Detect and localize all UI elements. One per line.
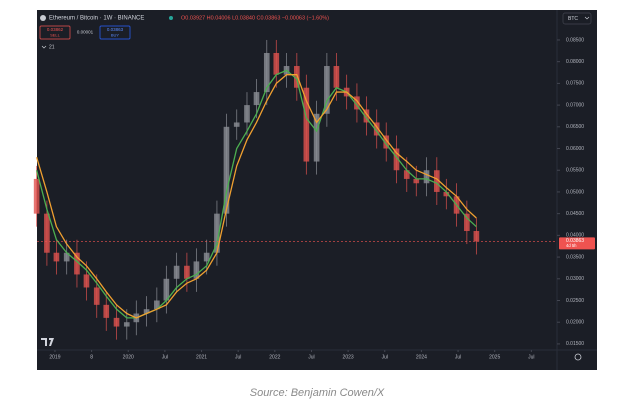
price-tag-label: 0.03863 — [566, 238, 584, 244]
buy-button[interactable] — [99, 25, 131, 40]
plot-area — [33, 39, 557, 340]
candle-body — [303, 87, 310, 162]
symbol-title: Ethereum / Bitcoin · 1W · BINANCE — [49, 16, 144, 22]
y-tick-label: 0.03500 — [566, 254, 584, 260]
candle-body — [363, 109, 370, 123]
candle-body — [173, 265, 180, 279]
logo — [41, 338, 54, 346]
x-tick-label: Jul — [235, 354, 241, 360]
caption: Source: Benjamin Cowen/X — [250, 387, 385, 399]
y-tick-label: 0.06000 — [566, 146, 584, 152]
candle-body — [74, 252, 80, 275]
x-tick-label: Jul — [528, 354, 534, 360]
countdown: 4d 5h — [566, 243, 577, 248]
x-tick-label: 2019 — [49, 354, 60, 360]
candle-body — [53, 252, 60, 262]
y-tick-label: 0.03000 — [566, 276, 584, 282]
candle-body — [413, 178, 420, 184]
candle-body — [223, 126, 230, 214]
candle-body — [373, 122, 380, 136]
candle-body — [354, 96, 360, 110]
x-tick-label: Jul — [455, 354, 461, 360]
candle-body — [123, 322, 130, 327]
x-tick-label: Jul — [382, 354, 388, 360]
candle-body — [163, 278, 170, 301]
buy-price: 0.03863 — [107, 27, 124, 32]
buy-label: BUY — [111, 33, 120, 38]
y-tick-label: 0.05000 — [566, 189, 584, 195]
price-tag — [559, 237, 595, 250]
y-tick-label: 0.08000 — [566, 59, 584, 65]
candle-body — [273, 52, 280, 75]
y-tick-label: 0.04000 — [566, 233, 584, 239]
y-tick-label: 0.04500 — [566, 211, 584, 217]
candle-body — [63, 252, 70, 262]
candle-body — [464, 213, 470, 232]
candle-body — [263, 52, 270, 93]
candle-body — [443, 191, 450, 197]
candle-body — [214, 213, 220, 253]
candle-body — [403, 170, 410, 179]
y-tick-label: 0.01500 — [566, 341, 584, 347]
candle-body — [143, 309, 150, 314]
candle-body — [423, 170, 430, 184]
y-tick-label: 0.08500 — [566, 37, 584, 43]
x-tick-label: Jul — [162, 354, 168, 360]
x-tick-label: 2025 — [489, 354, 500, 360]
x-tick-label: 2023 — [343, 354, 354, 360]
x-tick-label: 8 — [90, 354, 93, 360]
candle-body — [33, 178, 40, 214]
candle-body — [313, 113, 320, 162]
candle-body — [473, 231, 480, 242]
y-tick-label: 0.06500 — [566, 124, 584, 130]
candle-body — [433, 170, 440, 192]
candle-body — [83, 274, 90, 288]
candle-body — [154, 300, 160, 310]
candle-body — [293, 66, 300, 88]
candle-body — [203, 252, 210, 262]
symbol-icon — [40, 15, 46, 21]
sell-label: SELL — [50, 33, 61, 38]
currency: BTC — [568, 16, 578, 22]
market-status — [169, 16, 173, 20]
moving-average — [36, 74, 477, 319]
candle-body — [233, 122, 240, 127]
candle-body — [383, 135, 390, 149]
sell-price: 0.03862 — [47, 27, 64, 32]
settings-icon[interactable] — [574, 353, 582, 361]
candle-body — [244, 105, 250, 123]
y-tick-label: 0.02000 — [566, 320, 584, 326]
collapse-icon[interactable] — [41, 45, 47, 49]
candle-body — [103, 304, 110, 318]
y-tick-label: 0.05500 — [566, 168, 584, 174]
x-tick-label: 2024 — [416, 354, 427, 360]
candle-body — [44, 213, 50, 253]
chart-background — [37, 10, 597, 370]
y-tick-label: 0.07500 — [566, 81, 584, 87]
candle-body — [333, 66, 340, 88]
spread: 0.00001 — [77, 30, 94, 35]
currency-button[interactable] — [562, 12, 592, 25]
candle-body — [113, 317, 120, 327]
y-tick-label: 0.07000 — [566, 102, 584, 108]
candle-body — [253, 92, 260, 106]
moving-average — [36, 69, 477, 319]
candle-body — [193, 261, 200, 279]
x-tick-label: 2022 — [269, 354, 280, 360]
x-tick-label: 2021 — [196, 354, 207, 360]
candle-body — [324, 66, 330, 114]
y-tick-label: 0.02500 — [566, 298, 584, 304]
x-tick-label: Jul — [308, 354, 314, 360]
candle-body — [393, 148, 400, 171]
currency-dropdown-icon — [584, 16, 590, 20]
candle-body — [184, 265, 190, 279]
indicator-count: 21 — [49, 44, 55, 50]
ohlc-legend: O0.03927 H0.04006 L0.03840 C0.03863 −0.0… — [181, 15, 329, 21]
x-tick-label: 2020 — [123, 354, 134, 360]
sell-button[interactable] — [39, 25, 71, 40]
candle-body — [93, 287, 100, 305]
